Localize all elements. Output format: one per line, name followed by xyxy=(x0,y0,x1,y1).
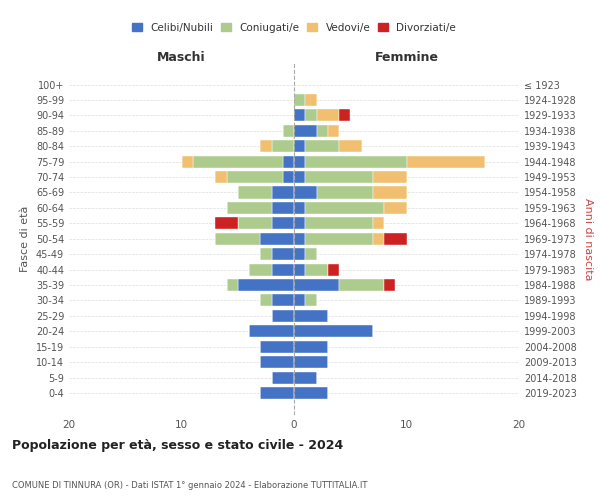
Bar xyxy=(260,248,271,260)
Bar xyxy=(182,156,193,168)
Text: Maschi: Maschi xyxy=(157,52,206,64)
Bar xyxy=(283,171,294,183)
Bar xyxy=(294,202,305,214)
Bar xyxy=(305,202,384,214)
Bar xyxy=(305,140,339,152)
Bar xyxy=(271,294,294,306)
Text: COMUNE DI TINNURA (OR) - Dati ISTAT 1° gennaio 2024 - Elaborazione TUTTITALIA.IT: COMUNE DI TINNURA (OR) - Dati ISTAT 1° g… xyxy=(12,481,367,490)
Bar xyxy=(384,232,407,245)
Bar xyxy=(294,326,373,338)
Bar xyxy=(305,156,407,168)
Bar xyxy=(294,340,328,352)
Bar xyxy=(305,94,317,106)
Bar xyxy=(260,232,294,245)
Bar xyxy=(249,326,294,338)
Bar xyxy=(373,186,407,198)
Bar xyxy=(260,340,294,352)
Bar xyxy=(271,140,294,152)
Bar xyxy=(294,372,317,384)
Bar xyxy=(317,186,373,198)
Bar xyxy=(328,264,339,276)
Bar xyxy=(294,186,317,198)
Bar xyxy=(260,294,271,306)
Bar xyxy=(227,279,238,291)
Bar xyxy=(294,356,328,368)
Bar xyxy=(294,294,305,306)
Bar xyxy=(271,202,294,214)
Bar xyxy=(305,171,373,183)
Bar xyxy=(271,310,294,322)
Bar xyxy=(215,171,227,183)
Bar xyxy=(294,279,339,291)
Bar xyxy=(294,156,305,168)
Bar xyxy=(227,171,283,183)
Bar xyxy=(384,202,407,214)
Bar xyxy=(305,218,373,230)
Bar xyxy=(294,387,328,399)
Bar xyxy=(215,232,260,245)
Text: Femmine: Femmine xyxy=(374,52,439,64)
Bar xyxy=(305,294,317,306)
Bar xyxy=(238,218,271,230)
Bar xyxy=(294,232,305,245)
Bar xyxy=(339,110,350,122)
Bar xyxy=(238,186,271,198)
Legend: Celibi/Nubili, Coniugati/e, Vedovi/e, Divorziati/e: Celibi/Nubili, Coniugati/e, Vedovi/e, Di… xyxy=(128,18,460,36)
Bar xyxy=(271,264,294,276)
Bar xyxy=(294,171,305,183)
Bar xyxy=(271,218,294,230)
Bar xyxy=(227,202,271,214)
Bar xyxy=(294,140,305,152)
Bar xyxy=(294,264,305,276)
Bar xyxy=(260,356,294,368)
Bar xyxy=(249,264,271,276)
Bar xyxy=(283,156,294,168)
Bar xyxy=(193,156,283,168)
Bar xyxy=(294,218,305,230)
Bar xyxy=(339,279,384,291)
Bar xyxy=(294,248,305,260)
Bar xyxy=(294,110,305,122)
Bar xyxy=(283,125,294,137)
Bar xyxy=(317,125,328,137)
Bar xyxy=(305,232,373,245)
Bar xyxy=(373,218,384,230)
Bar xyxy=(317,110,339,122)
Bar xyxy=(238,279,294,291)
Y-axis label: Anni di nascita: Anni di nascita xyxy=(583,198,593,280)
Text: Popolazione per età, sesso e stato civile - 2024: Popolazione per età, sesso e stato civil… xyxy=(12,440,343,452)
Bar xyxy=(271,372,294,384)
Bar xyxy=(373,171,407,183)
Bar xyxy=(305,248,317,260)
Bar xyxy=(260,387,294,399)
Bar xyxy=(328,125,339,137)
Y-axis label: Fasce di età: Fasce di età xyxy=(20,206,30,272)
Bar xyxy=(339,140,361,152)
Bar xyxy=(373,232,384,245)
Bar xyxy=(294,94,305,106)
Bar xyxy=(407,156,485,168)
Bar xyxy=(305,110,317,122)
Bar xyxy=(305,264,328,276)
Bar xyxy=(271,186,294,198)
Bar xyxy=(294,310,328,322)
Bar xyxy=(271,248,294,260)
Bar xyxy=(260,140,271,152)
Bar xyxy=(294,125,317,137)
Bar xyxy=(215,218,238,230)
Bar xyxy=(384,279,395,291)
